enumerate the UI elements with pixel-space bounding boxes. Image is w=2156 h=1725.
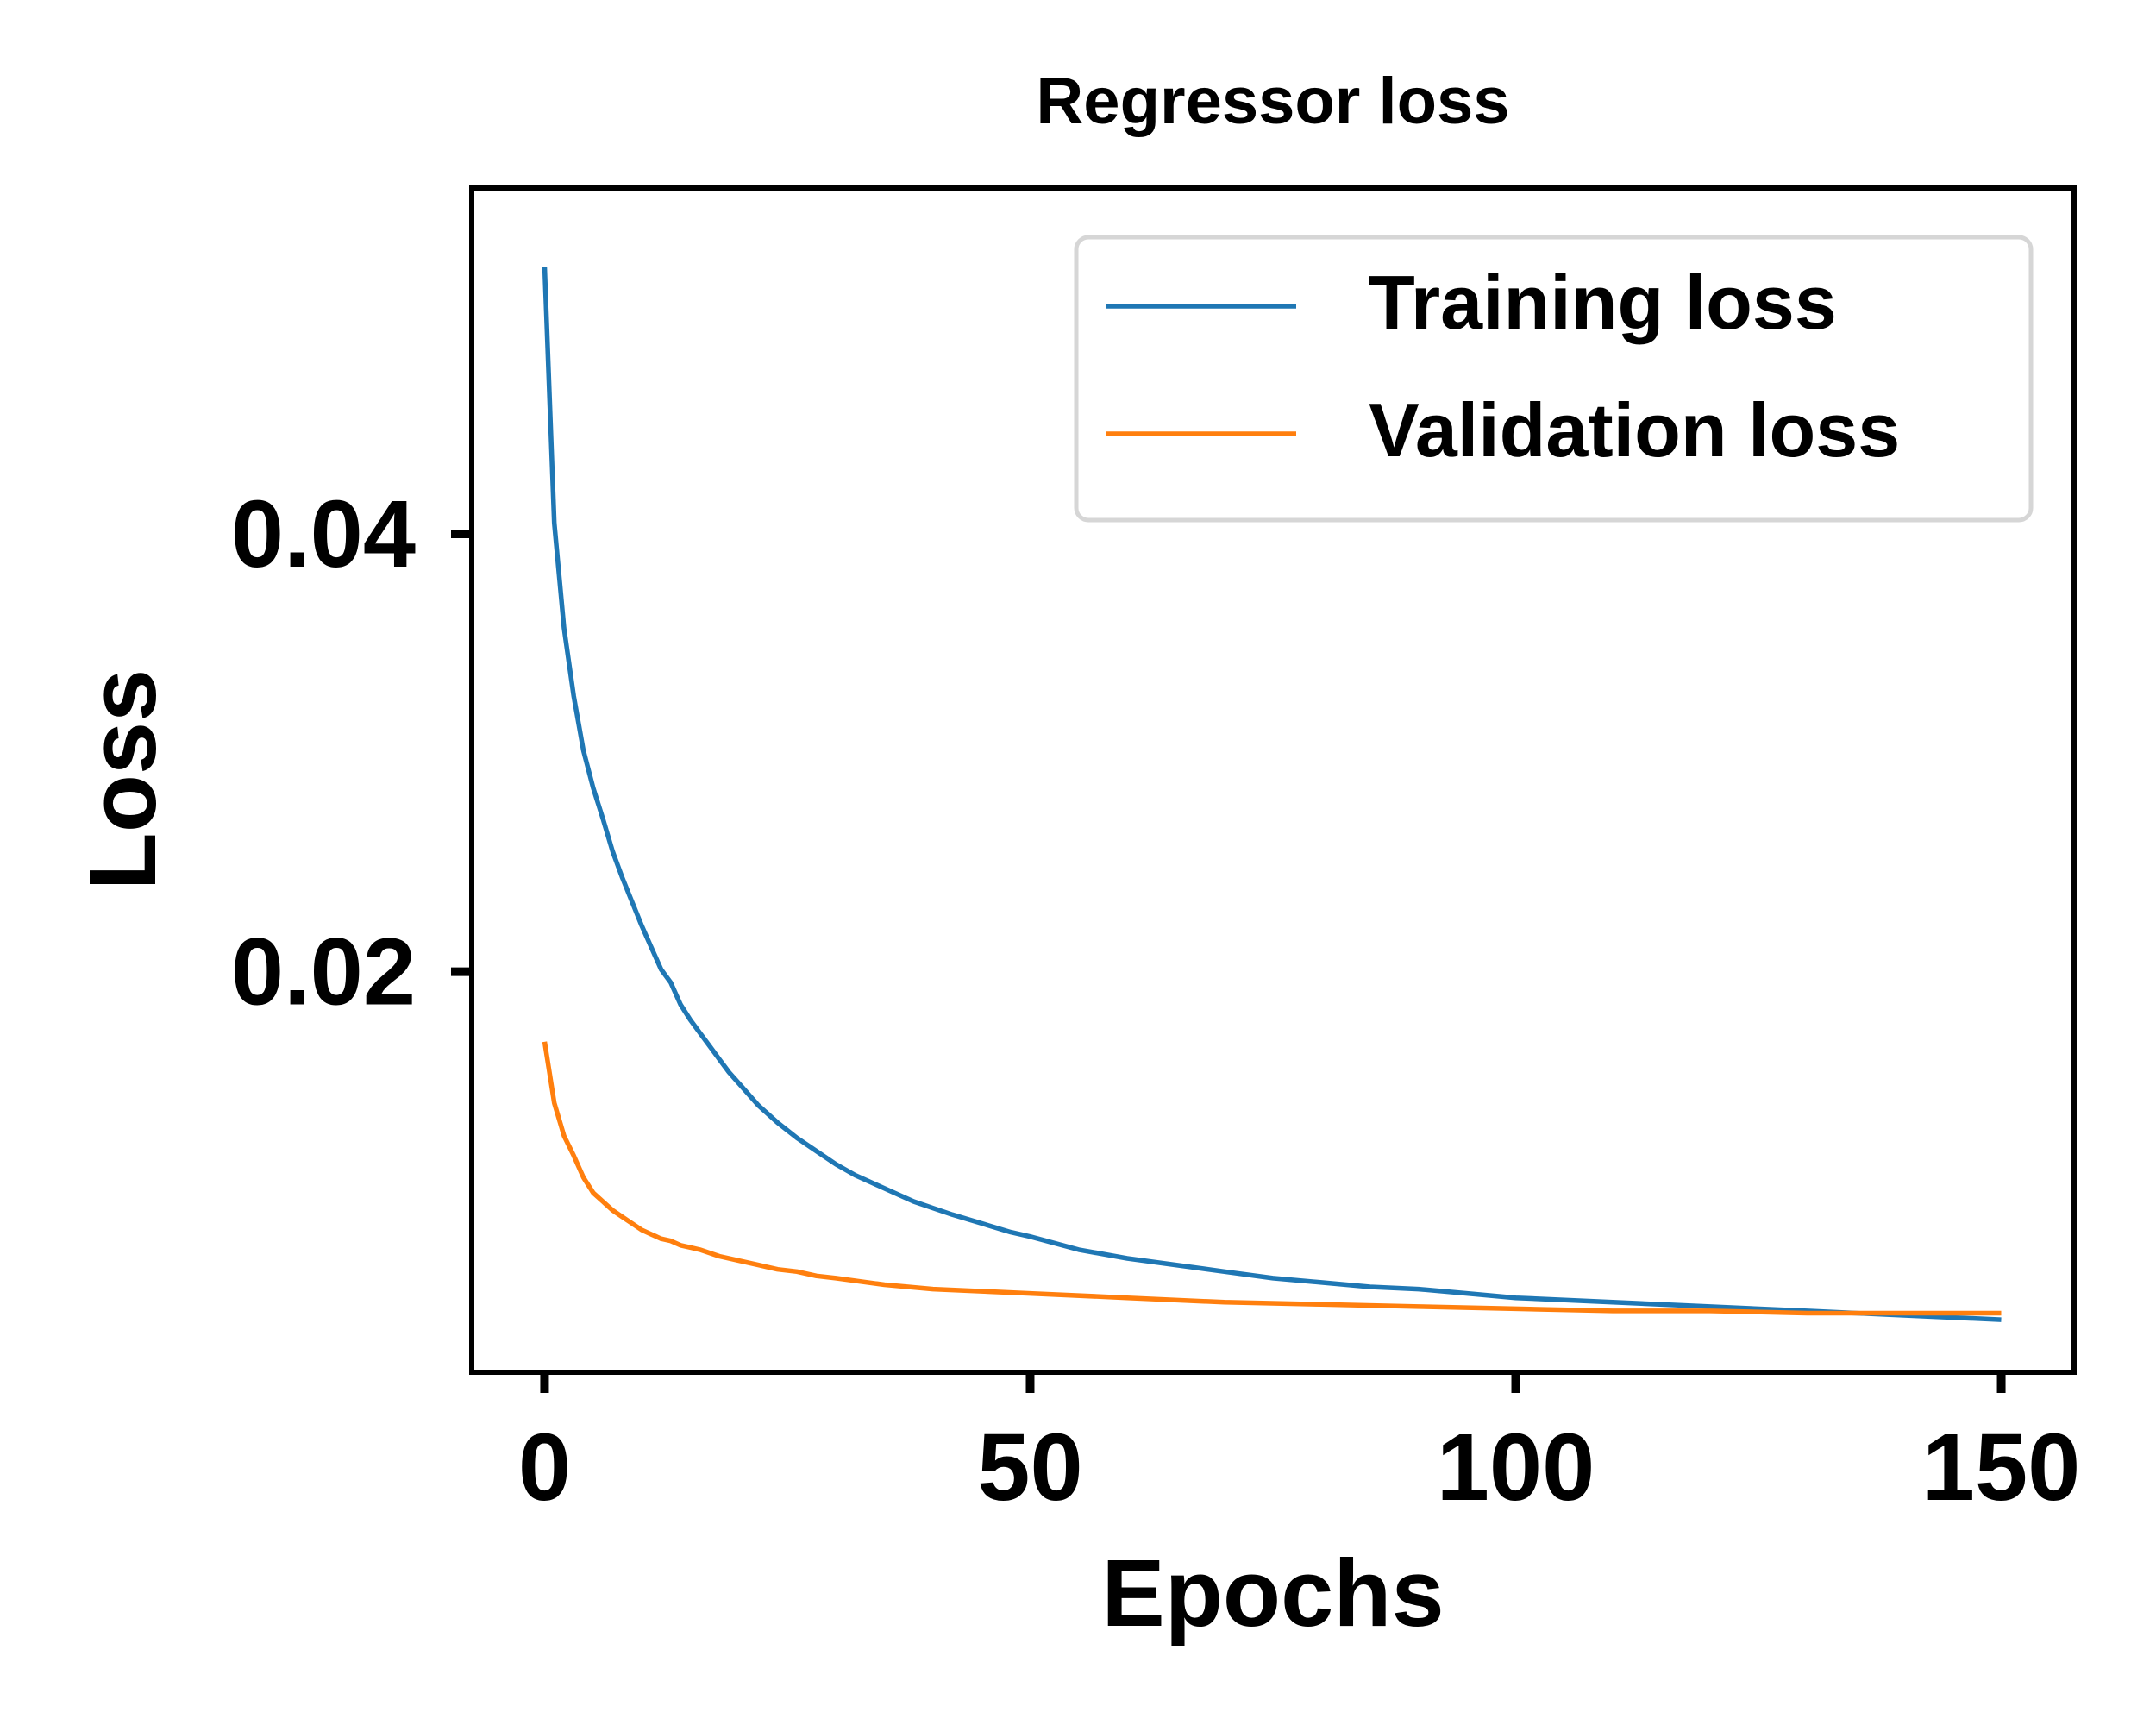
x-tick-label: 50 [977, 1414, 1082, 1521]
y-axis-label: Loss [70, 669, 176, 891]
legend-label-training-loss: Training loss [1369, 260, 1837, 345]
plot-area [469, 185, 2077, 1375]
y-axis-ticks: 0.02 0.04 [231, 481, 472, 1026]
legend: Training loss Validation loss [1074, 235, 2034, 523]
series-line-training-loss [542, 267, 2002, 1322]
x-tick-label: 100 [1437, 1414, 1595, 1521]
plot-frame [469, 185, 2077, 1375]
y-tick-label: 0.04 [231, 481, 416, 587]
x-axis-label: Epochs [1101, 1540, 1444, 1647]
x-tick-label: 150 [1922, 1414, 2081, 1521]
x-tick-label: 0 [518, 1414, 571, 1521]
series-layer [542, 267, 2002, 1322]
series-line-validation-loss [542, 1041, 2002, 1316]
y-tick-label: 0.02 [231, 919, 416, 1026]
x-axis-ticks: 0 50 100 150 [518, 1372, 2080, 1521]
legend-label-validation-loss: Validation loss [1369, 387, 1900, 473]
legend-box [1074, 235, 2034, 523]
chart-title: Regressor loss [1036, 65, 1509, 138]
legend-items: Training loss Validation loss [1106, 260, 1900, 473]
